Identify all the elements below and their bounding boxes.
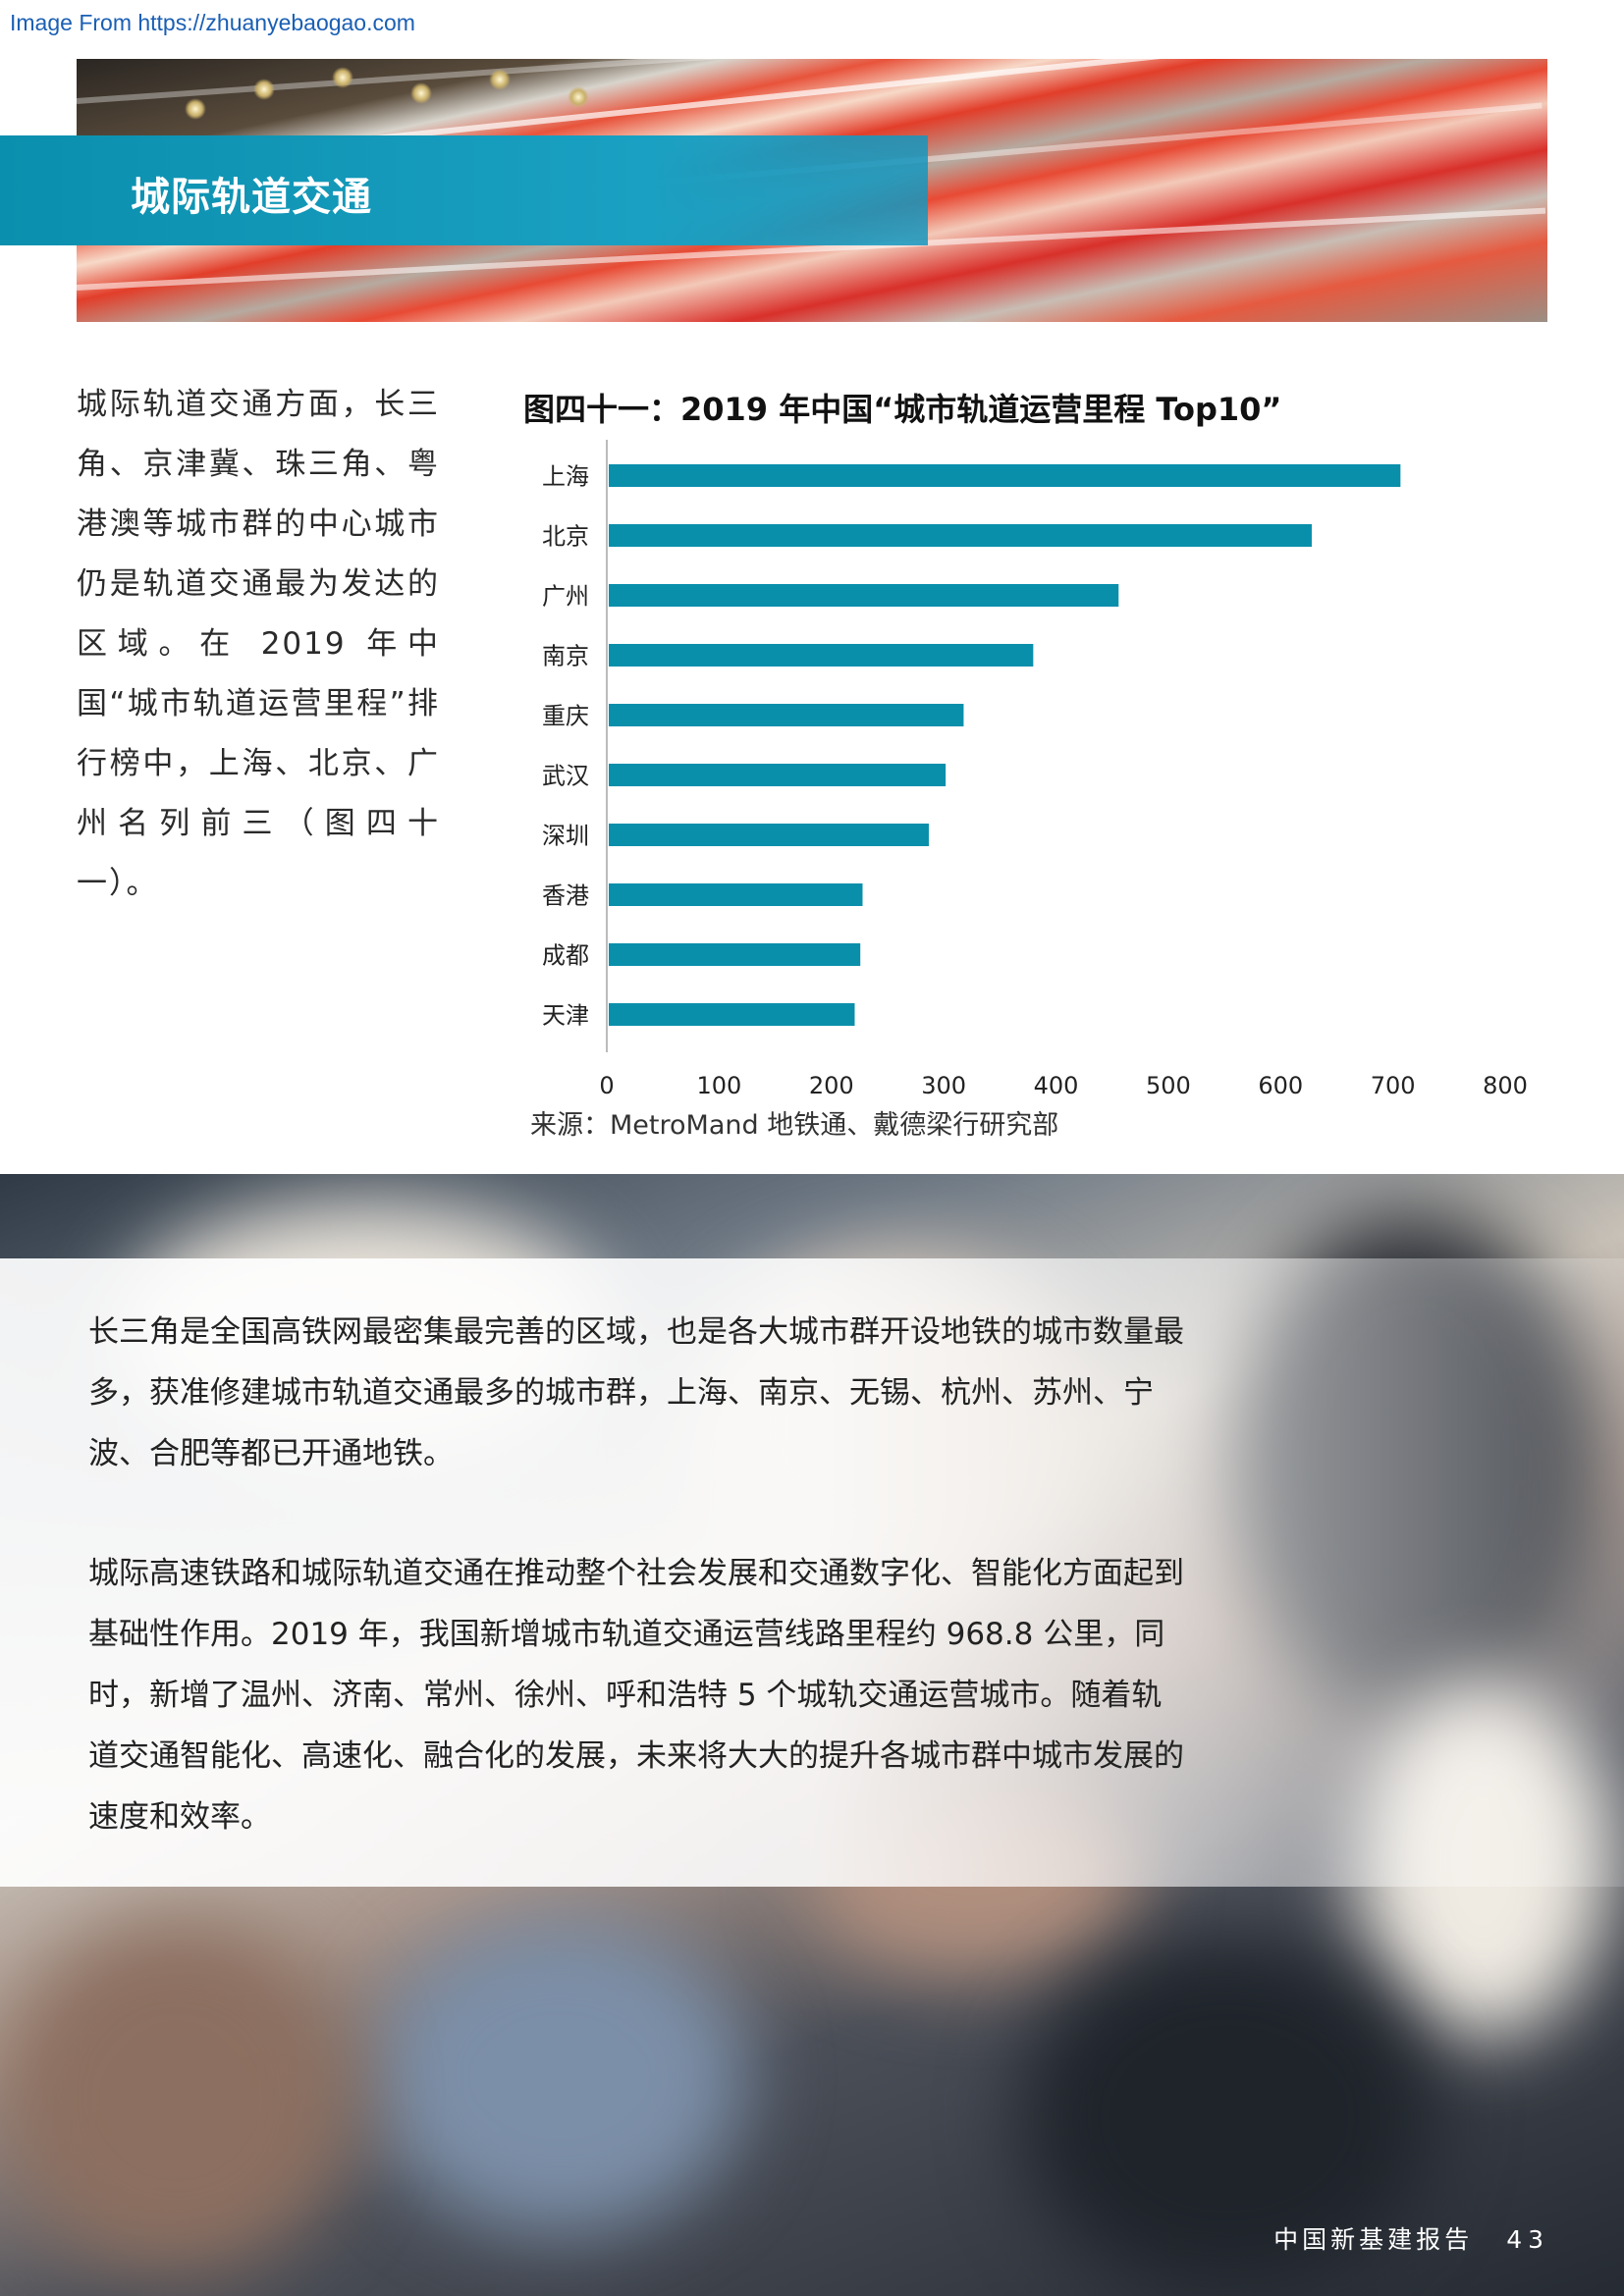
- chart-title: 图四十一：2019 年中国“城市轨道运营里程 Top10”: [523, 391, 1282, 428]
- body-paragraph-1: 长三角是全国高铁网最密集最完善的区域，也是各大城市群开设地铁的城市数量最多，获准…: [88, 1314, 1184, 1471]
- category-label: 成都: [542, 942, 589, 970]
- category-label: 深圳: [542, 823, 589, 850]
- category-label: 南京: [542, 643, 589, 670]
- category-label: 上海: [542, 463, 589, 491]
- bar: [609, 704, 964, 726]
- bar: [609, 943, 861, 966]
- category-label: 广州: [542, 583, 589, 611]
- bar: [609, 464, 1401, 487]
- body-paragraph-2: 城际高速铁路和城际轨道交通在推动整个社会发展和交通数字化、智能化方面起到基础性作…: [88, 1556, 1184, 1835]
- x-tick-label: 800: [1483, 1072, 1528, 1099]
- category-label: 北京: [542, 523, 589, 551]
- text-overlay-panel: [0, 1258, 1624, 1887]
- category-label: 香港: [542, 882, 589, 910]
- x-tick-label: 300: [921, 1072, 966, 1099]
- x-tick-label: 600: [1258, 1072, 1303, 1099]
- x-tick-label: 700: [1371, 1072, 1416, 1099]
- bar: [609, 1003, 855, 1026]
- bar: [609, 764, 947, 786]
- section-title: 城际轨道交通: [131, 175, 372, 220]
- bar: [609, 644, 1034, 667]
- x-tick-label: 500: [1146, 1072, 1191, 1099]
- x-tick-label: 200: [809, 1072, 854, 1099]
- source-watermark[interactable]: Image From https://zhuanyebaogao.com: [10, 10, 415, 35]
- bar: [609, 824, 929, 846]
- bar: [609, 883, 863, 906]
- category-label: 天津: [542, 1002, 589, 1030]
- x-tick-label: 400: [1034, 1072, 1079, 1099]
- category-label: 武汉: [542, 763, 589, 790]
- intro-paragraph: 城际轨道交通方面，长三角、京津冀、珠三角、粤港澳等城市群的中心城市仍是轨道交通最…: [77, 387, 440, 901]
- page-number: 43: [1506, 2225, 1549, 2254]
- bar: [609, 584, 1119, 607]
- chart-source: 来源：MetroMand 地铁通、戴德梁行研究部: [530, 1110, 1059, 1141]
- category-label: 重庆: [542, 703, 589, 730]
- x-tick-label: 100: [696, 1072, 741, 1099]
- report-name: 中国新基建报告: [1273, 2225, 1474, 2254]
- page-footer: 中国新基建报告 43: [1273, 2220, 1549, 2256]
- x-tick-label: 0: [599, 1072, 614, 1099]
- bar: [609, 524, 1312, 547]
- banner-title-bar: [0, 135, 928, 245]
